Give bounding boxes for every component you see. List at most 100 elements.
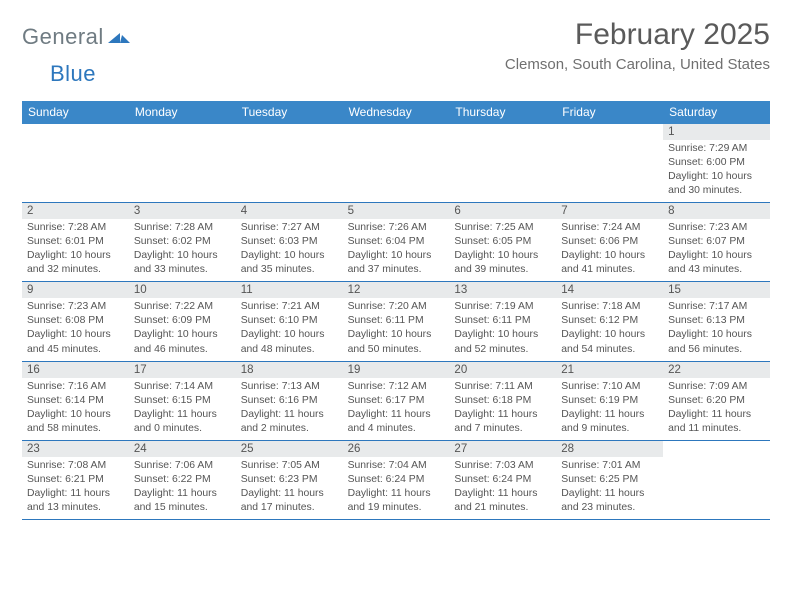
sunset-text: Sunset: 6:14 PM — [27, 394, 124, 408]
day-details: Sunrise: 7:10 AMSunset: 6:19 PMDaylight:… — [556, 378, 663, 440]
sunrise-text: Sunrise: 7:23 AM — [27, 300, 124, 314]
sunrise-text: Sunrise: 7:09 AM — [668, 380, 765, 394]
day-details: Sunrise: 7:29 AMSunset: 6:00 PMDaylight:… — [663, 140, 770, 202]
day-details: Sunrise: 7:05 AMSunset: 6:23 PMDaylight:… — [236, 457, 343, 519]
sunset-text: Sunset: 6:12 PM — [561, 314, 658, 328]
calendar-cell — [343, 124, 450, 202]
logo-text-general: General — [22, 24, 104, 50]
sunrise-text: Sunrise: 7:21 AM — [241, 300, 338, 314]
calendar-week: 2Sunrise: 7:28 AMSunset: 6:01 PMDaylight… — [22, 203, 770, 282]
day-details: Sunrise: 7:03 AMSunset: 6:24 PMDaylight:… — [449, 457, 556, 519]
weekday-header: Tuesday — [236, 101, 343, 124]
sunrise-text: Sunrise: 7:19 AM — [454, 300, 551, 314]
daylight-text: Daylight: 10 hours and 35 minutes. — [241, 249, 338, 277]
calendar-cell: 2Sunrise: 7:28 AMSunset: 6:01 PMDaylight… — [22, 203, 129, 281]
calendar-cell: 27Sunrise: 7:03 AMSunset: 6:24 PMDayligh… — [449, 441, 556, 519]
calendar-cell: 26Sunrise: 7:04 AMSunset: 6:24 PMDayligh… — [343, 441, 450, 519]
sunset-text: Sunset: 6:01 PM — [27, 235, 124, 249]
sunset-text: Sunset: 6:16 PM — [241, 394, 338, 408]
sunset-text: Sunset: 6:10 PM — [241, 314, 338, 328]
weekday-header: Monday — [129, 101, 236, 124]
sunrise-text: Sunrise: 7:26 AM — [348, 221, 445, 235]
sunrise-text: Sunrise: 7:03 AM — [454, 459, 551, 473]
day-details: Sunrise: 7:13 AMSunset: 6:16 PMDaylight:… — [236, 378, 343, 440]
calendar-cell: 24Sunrise: 7:06 AMSunset: 6:22 PMDayligh… — [129, 441, 236, 519]
day-details: Sunrise: 7:20 AMSunset: 6:11 PMDaylight:… — [343, 298, 450, 360]
day-details: Sunrise: 7:23 AMSunset: 6:08 PMDaylight:… — [22, 298, 129, 360]
daylight-text: Daylight: 10 hours and 45 minutes. — [27, 328, 124, 356]
sunrise-text: Sunrise: 7:27 AM — [241, 221, 338, 235]
sunset-text: Sunset: 6:08 PM — [27, 314, 124, 328]
sunset-text: Sunset: 6:24 PM — [348, 473, 445, 487]
daylight-text: Daylight: 10 hours and 39 minutes. — [454, 249, 551, 277]
sunset-text: Sunset: 6:21 PM — [27, 473, 124, 487]
sunset-text: Sunset: 6:22 PM — [134, 473, 231, 487]
daylight-text: Daylight: 11 hours and 15 minutes. — [134, 487, 231, 515]
daylight-text: Daylight: 11 hours and 17 minutes. — [241, 487, 338, 515]
day-number: 24 — [129, 441, 236, 457]
day-number: 12 — [343, 282, 450, 298]
daylight-text: Daylight: 11 hours and 19 minutes. — [348, 487, 445, 515]
calendar-cell: 15Sunrise: 7:17 AMSunset: 6:13 PMDayligh… — [663, 282, 770, 360]
day-details: Sunrise: 7:16 AMSunset: 6:14 PMDaylight:… — [22, 378, 129, 440]
daylight-text: Daylight: 10 hours and 48 minutes. — [241, 328, 338, 356]
day-number: 5 — [343, 203, 450, 219]
sunset-text: Sunset: 6:13 PM — [668, 314, 765, 328]
day-details: Sunrise: 7:26 AMSunset: 6:04 PMDaylight:… — [343, 219, 450, 281]
daylight-text: Daylight: 10 hours and 56 minutes. — [668, 328, 765, 356]
daylight-text: Daylight: 10 hours and 37 minutes. — [348, 249, 445, 277]
day-details: Sunrise: 7:11 AMSunset: 6:18 PMDaylight:… — [449, 378, 556, 440]
sunrise-text: Sunrise: 7:14 AM — [134, 380, 231, 394]
sunrise-text: Sunrise: 7:12 AM — [348, 380, 445, 394]
sunrise-text: Sunrise: 7:11 AM — [454, 380, 551, 394]
calendar-cell: 9Sunrise: 7:23 AMSunset: 6:08 PMDaylight… — [22, 282, 129, 360]
calendar-cell: 5Sunrise: 7:26 AMSunset: 6:04 PMDaylight… — [343, 203, 450, 281]
daylight-text: Daylight: 11 hours and 4 minutes. — [348, 408, 445, 436]
weekday-header: Wednesday — [343, 101, 450, 124]
sunrise-text: Sunrise: 7:23 AM — [668, 221, 765, 235]
calendar-cell: 1Sunrise: 7:29 AMSunset: 6:00 PMDaylight… — [663, 124, 770, 202]
sunrise-text: Sunrise: 7:28 AM — [134, 221, 231, 235]
day-details: Sunrise: 7:27 AMSunset: 6:03 PMDaylight:… — [236, 219, 343, 281]
day-number: 7 — [556, 203, 663, 219]
sunrise-text: Sunrise: 7:10 AM — [561, 380, 658, 394]
day-number: 25 — [236, 441, 343, 457]
sunset-text: Sunset: 6:02 PM — [134, 235, 231, 249]
sunrise-text: Sunrise: 7:01 AM — [561, 459, 658, 473]
day-details: Sunrise: 7:12 AMSunset: 6:17 PMDaylight:… — [343, 378, 450, 440]
calendar-cell: 17Sunrise: 7:14 AMSunset: 6:15 PMDayligh… — [129, 362, 236, 440]
day-number: 15 — [663, 282, 770, 298]
daylight-text: Daylight: 10 hours and 46 minutes. — [134, 328, 231, 356]
calendar-cell: 12Sunrise: 7:20 AMSunset: 6:11 PMDayligh… — [343, 282, 450, 360]
sunset-text: Sunset: 6:23 PM — [241, 473, 338, 487]
sunrise-text: Sunrise: 7:20 AM — [348, 300, 445, 314]
logo-mark-icon — [108, 27, 130, 48]
day-details: Sunrise: 7:06 AMSunset: 6:22 PMDaylight:… — [129, 457, 236, 519]
day-details: Sunrise: 7:01 AMSunset: 6:25 PMDaylight:… — [556, 457, 663, 519]
sunset-text: Sunset: 6:05 PM — [454, 235, 551, 249]
daylight-text: Daylight: 11 hours and 7 minutes. — [454, 408, 551, 436]
calendar-cell: 4Sunrise: 7:27 AMSunset: 6:03 PMDaylight… — [236, 203, 343, 281]
day-number: 8 — [663, 203, 770, 219]
calendar-cell: 22Sunrise: 7:09 AMSunset: 6:20 PMDayligh… — [663, 362, 770, 440]
sunrise-text: Sunrise: 7:25 AM — [454, 221, 551, 235]
logo: General — [22, 18, 132, 50]
sunset-text: Sunset: 6:03 PM — [241, 235, 338, 249]
day-number: 1 — [663, 124, 770, 140]
calendar-week: 9Sunrise: 7:23 AMSunset: 6:08 PMDaylight… — [22, 282, 770, 361]
daylight-text: Daylight: 10 hours and 30 minutes. — [668, 170, 765, 198]
day-details: Sunrise: 7:04 AMSunset: 6:24 PMDaylight:… — [343, 457, 450, 519]
calendar-cell: 8Sunrise: 7:23 AMSunset: 6:07 PMDaylight… — [663, 203, 770, 281]
sunrise-text: Sunrise: 7:08 AM — [27, 459, 124, 473]
sunset-text: Sunset: 6:00 PM — [668, 156, 765, 170]
day-number: 3 — [129, 203, 236, 219]
day-details: Sunrise: 7:14 AMSunset: 6:15 PMDaylight:… — [129, 378, 236, 440]
calendar-cell: 21Sunrise: 7:10 AMSunset: 6:19 PMDayligh… — [556, 362, 663, 440]
day-number: 9 — [22, 282, 129, 298]
sunrise-text: Sunrise: 7:16 AM — [27, 380, 124, 394]
daylight-text: Daylight: 10 hours and 33 minutes. — [134, 249, 231, 277]
calendar-cell: 19Sunrise: 7:12 AMSunset: 6:17 PMDayligh… — [343, 362, 450, 440]
day-number: 23 — [22, 441, 129, 457]
daylight-text: Daylight: 10 hours and 58 minutes. — [27, 408, 124, 436]
calendar-cell — [663, 441, 770, 519]
